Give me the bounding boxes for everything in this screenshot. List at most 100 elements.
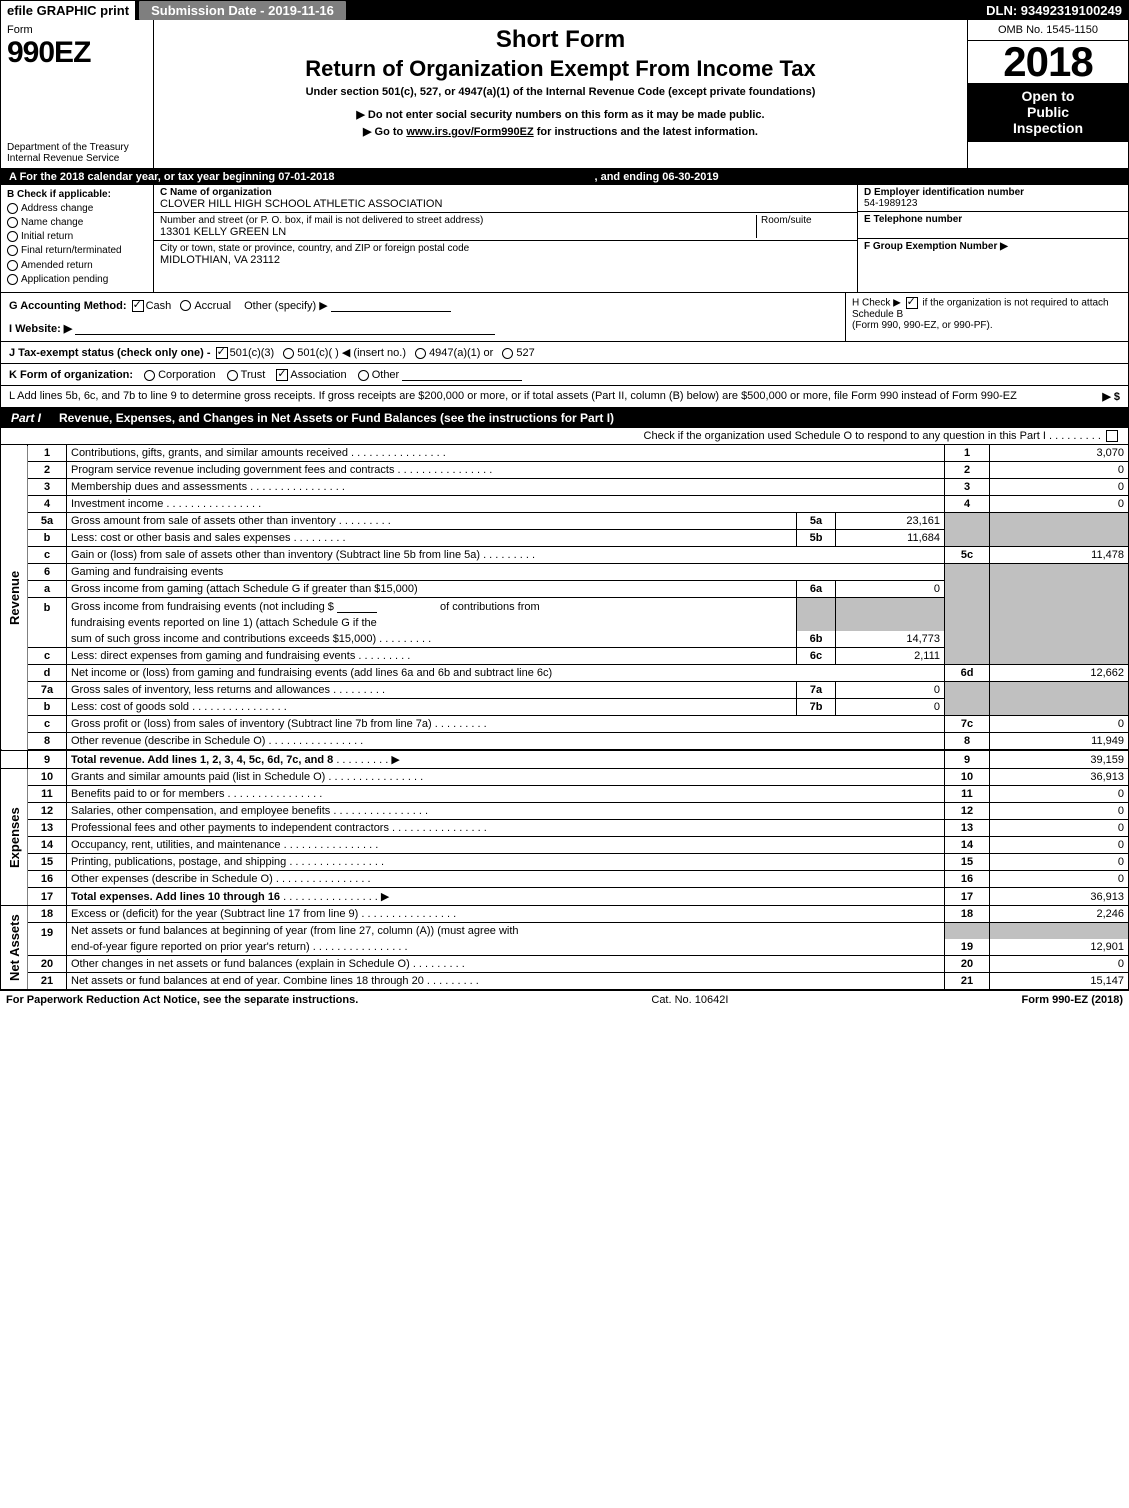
cb-final-return-label: Final return/terminated <box>21 246 122 257</box>
ln5a-desc: Gross amount from sale of assets other t… <box>71 515 391 527</box>
cb-other-org[interactable] <box>358 370 369 381</box>
period-begin: A For the 2018 calendar year, or tax yea… <box>9 171 334 183</box>
cb-schedule-b[interactable] <box>906 297 918 309</box>
ln5a-bv: 23,161 <box>836 513 945 530</box>
ln6b-desc2: fundraising events reported on line 1) (… <box>67 615 797 631</box>
cb-corporation[interactable] <box>144 370 155 381</box>
ln9-desc: Total revenue. Add lines 1, 2, 3, 4, 5c,… <box>71 754 333 766</box>
cb-527[interactable] <box>502 348 513 359</box>
cb-final-return[interactable]: Final return/terminated <box>7 245 147 256</box>
cb-cash[interactable] <box>132 300 144 312</box>
cb-trust[interactable] <box>227 370 238 381</box>
group-exemption-label: F Group Exemption Number ▶ <box>864 241 1122 252</box>
addr-value: 13301 KELLY GREEN LN <box>160 226 756 238</box>
submission-date-button[interactable]: Submission Date - 2019-11-16 <box>139 1 346 20</box>
j-501c3: 501(c)(3) <box>230 347 275 359</box>
g-accrual: Accrual <box>194 300 231 312</box>
ln8-rl: 8 <box>945 733 990 751</box>
addr-label: Number and street (or P. O. box, if mail… <box>160 215 756 226</box>
k-assoc: Association <box>290 369 346 381</box>
ln6b-desc3: sum of such gross income and contributio… <box>71 633 376 645</box>
ln19-rv: 12,901 <box>990 939 1129 956</box>
cb-name-change[interactable]: Name change <box>7 217 147 228</box>
cb-4947[interactable] <box>415 348 426 359</box>
ln5c-rl: 5c <box>945 547 990 564</box>
ln4-desc: Investment income <box>71 498 261 510</box>
cb-address-change[interactable]: Address change <box>7 203 147 214</box>
ln1-rl: 1 <box>945 445 990 462</box>
k-other: Other <box>372 369 400 381</box>
dept-irs: Internal Revenue Service <box>7 153 147 164</box>
ln13-num: 13 <box>28 820 67 837</box>
k-other-input[interactable] <box>402 368 522 381</box>
ln7b-desc: Less: cost of goods sold <box>71 701 287 713</box>
ln6a-bv: 0 <box>836 581 945 598</box>
period-row: A For the 2018 calendar year, or tax yea… <box>1 169 1128 185</box>
ln16-desc: Other expenses (describe in Schedule O) <box>71 873 371 885</box>
footer-left: For Paperwork Reduction Act Notice, see … <box>6 994 358 1006</box>
ln6b-bv: 14,773 <box>836 631 945 648</box>
ln1-num: 1 <box>28 445 67 462</box>
g-label: G Accounting Method: <box>9 300 127 312</box>
ln14-rl: 14 <box>945 837 990 854</box>
ln18-rl: 18 <box>945 906 990 923</box>
ln3-rl: 3 <box>945 479 990 496</box>
ln21-rv: 15,147 <box>990 973 1129 990</box>
side-netassets: Net Assets <box>1 906 28 990</box>
footer-mid: Cat. No. 10642I <box>651 994 728 1006</box>
ln13-rv: 0 <box>990 820 1129 837</box>
col-c: C Name of organization CLOVER HILL HIGH … <box>154 185 858 292</box>
side-expenses: Expenses <box>1 769 28 906</box>
ln6c-bl: 6c <box>797 648 836 665</box>
ln8-num: 8 <box>28 733 67 751</box>
ln12-rv: 0 <box>990 803 1129 820</box>
inspection-box: Open to Public Inspection <box>968 84 1128 142</box>
ln16-rv: 0 <box>990 871 1129 888</box>
ln20-rv: 0 <box>990 956 1129 973</box>
notice-post: for instructions and the latest informat… <box>534 126 758 138</box>
ln15-num: 15 <box>28 854 67 871</box>
cb-initial-return[interactable]: Initial return <box>7 231 147 242</box>
ln3-rv: 0 <box>990 479 1129 496</box>
ln15-desc: Printing, publications, postage, and shi… <box>71 856 384 868</box>
irs-link[interactable]: www.irs.gov/Form990EZ <box>406 126 533 138</box>
g-other-input[interactable] <box>331 299 451 312</box>
ln19-num: 19 <box>28 923 67 956</box>
dept-treasury: Department of the Treasury <box>7 142 147 153</box>
ln18-desc: Excess or (deficit) for the year (Subtra… <box>71 908 456 920</box>
ln4-rv: 0 <box>990 496 1129 513</box>
ln15-rv: 0 <box>990 854 1129 871</box>
website-input[interactable] <box>75 322 495 335</box>
ln6d-num: d <box>28 665 67 682</box>
ln1-rv: 3,070 <box>990 445 1129 462</box>
form-word: Form <box>7 24 147 36</box>
g-other: Other (specify) ▶ <box>244 300 328 312</box>
ln9-rv: 39,159 <box>990 750 1129 769</box>
cb-501c3[interactable] <box>216 347 228 359</box>
cb-association[interactable] <box>276 369 288 381</box>
ln6a-desc: Gross income from gaming (attach Schedul… <box>67 581 797 598</box>
ln16-num: 16 <box>28 871 67 888</box>
cb-accrual[interactable] <box>180 300 191 311</box>
ln2-rv: 0 <box>990 462 1129 479</box>
cb-501c[interactable] <box>283 348 294 359</box>
ln7c-rv: 0 <box>990 716 1129 733</box>
ln6d-rv: 12,662 <box>990 665 1129 682</box>
h-box: H Check ▶ if the organization is not req… <box>845 293 1128 341</box>
notice-goto: ▶ Go to www.irs.gov/Form990EZ for instru… <box>164 125 957 138</box>
city-value: MIDLOTHIAN, VA 23112 <box>160 254 851 266</box>
efile-print-button[interactable]: efile GRAPHIC print <box>1 1 135 20</box>
col-b: B Check if applicable: Address change Na… <box>1 185 154 292</box>
l-text: L Add lines 5b, 6c, and 7b to line 9 to … <box>9 390 1096 403</box>
ln6b-amount-input[interactable] <box>337 600 377 613</box>
ln14-desc: Occupancy, rent, utilities, and maintena… <box>71 839 378 851</box>
h-text3: (Form 990, 990-EZ, or 990-PF). <box>852 320 993 331</box>
notice-ssn: ▶ Do not enter social security numbers o… <box>164 108 957 121</box>
cb-schedule-o-part1[interactable] <box>1106 430 1118 442</box>
phone-label: E Telephone number <box>864 214 1122 225</box>
ln7b-bv: 0 <box>836 699 945 716</box>
cb-amended-return[interactable]: Amended return <box>7 260 147 271</box>
ln21-rl: 21 <box>945 973 990 990</box>
return-title: Return of Organization Exempt From Incom… <box>164 56 957 82</box>
cb-application-pending[interactable]: Application pending <box>7 274 147 285</box>
